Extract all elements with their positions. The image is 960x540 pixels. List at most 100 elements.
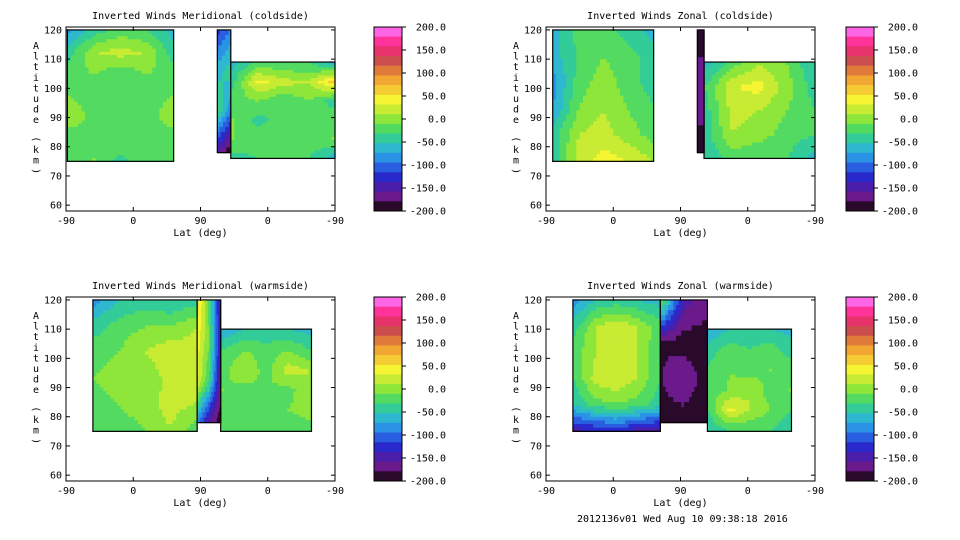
data-cell	[124, 139, 129, 144]
data-cell	[155, 148, 161, 153]
data-cell	[92, 73, 97, 78]
data-cell	[106, 51, 111, 56]
data-cell	[282, 75, 287, 79]
data-cell	[589, 55, 594, 60]
data-cell	[77, 73, 83, 78]
data-cell	[67, 89, 72, 94]
data-cell	[170, 42, 175, 47]
data-cell	[562, 110, 567, 115]
data-cell	[616, 62, 621, 68]
data-cell	[241, 96, 246, 101]
data-cell	[145, 54, 150, 59]
data-cell	[251, 80, 256, 85]
data-cell	[81, 142, 86, 147]
data-cell	[633, 66, 638, 71]
data-cell	[148, 158, 153, 162]
data-cell	[106, 130, 111, 134]
data-cell	[633, 110, 638, 115]
data-cell	[85, 45, 90, 50]
data-cell	[159, 95, 164, 100]
data-cell	[293, 94, 298, 98]
data-cell	[120, 70, 125, 75]
data-cell	[120, 158, 125, 162]
data-cell	[148, 89, 153, 94]
colorbar-tick-label: 100.0	[416, 69, 446, 80]
data-cell	[81, 61, 86, 65]
data-cell	[166, 73, 171, 78]
data-cell	[77, 98, 83, 103]
data-cell	[109, 67, 114, 72]
data-cell	[310, 107, 315, 111]
data-cell	[230, 70, 235, 74]
colorbar-swatch	[846, 152, 874, 164]
data-cell	[106, 151, 111, 156]
data-cell	[321, 80, 326, 85]
data-cell	[74, 123, 79, 128]
data-cell	[589, 84, 594, 89]
colorbar-swatch	[846, 201, 874, 212]
data-cell	[317, 99, 322, 103]
data-cell	[85, 33, 90, 37]
data-cell	[138, 76, 143, 81]
data-cell	[255, 70, 260, 74]
data-cell	[170, 73, 175, 78]
data-cell	[282, 67, 287, 71]
data-cell	[138, 73, 143, 78]
data-cell	[102, 114, 107, 119]
data-cell	[155, 120, 161, 125]
data-cell	[85, 36, 90, 40]
data-cell	[81, 45, 86, 50]
data-cell	[99, 89, 104, 94]
data-cell	[265, 75, 270, 79]
data-cell	[162, 67, 168, 72]
data-cell	[562, 128, 567, 133]
data-cell	[102, 58, 107, 62]
data-cell	[113, 155, 118, 159]
data-cell	[282, 99, 287, 103]
data-cell	[77, 158, 83, 162]
data-cell	[286, 88, 291, 93]
data-cell	[169, 307, 174, 312]
data-cell	[170, 86, 175, 90]
data-cell	[244, 86, 249, 90]
data-cell	[145, 148, 150, 153]
data-cell	[67, 130, 72, 134]
data-cell	[166, 133, 171, 137]
data-cell	[643, 84, 648, 89]
y-axis-label-char: t	[513, 83, 519, 94]
data-cell	[643, 128, 648, 133]
data-cell	[127, 95, 132, 100]
colorbar-swatch	[846, 123, 874, 135]
data-cell	[145, 142, 150, 147]
data-cell	[162, 89, 168, 94]
data-cell	[131, 48, 136, 53]
data-cell	[88, 101, 93, 106]
data-cell	[589, 66, 594, 71]
data-cell	[141, 123, 146, 128]
data-cell	[159, 148, 164, 153]
data-cell	[324, 67, 329, 71]
data-cell	[145, 155, 150, 159]
data-cell	[120, 36, 125, 40]
data-cell	[328, 75, 333, 79]
data-cell	[170, 83, 175, 87]
data-cell	[152, 133, 157, 137]
data-cell	[148, 70, 153, 75]
data-cell	[159, 54, 164, 59]
data-cell	[124, 92, 129, 97]
data-cell	[633, 91, 638, 97]
data-cell	[303, 88, 308, 93]
data-cell	[268, 70, 274, 74]
data-cell	[152, 117, 157, 122]
data-cell	[152, 54, 157, 59]
data-cell	[141, 89, 146, 94]
data-cell	[576, 59, 581, 64]
data-cell	[81, 130, 86, 134]
data-cell	[289, 80, 294, 85]
data-cell	[155, 70, 161, 75]
data-cell	[131, 158, 136, 162]
colorbar-swatch	[374, 162, 402, 173]
data-cell	[589, 73, 594, 78]
data-cell	[102, 45, 107, 50]
colorbar-tick-label: 200.0	[888, 23, 918, 34]
